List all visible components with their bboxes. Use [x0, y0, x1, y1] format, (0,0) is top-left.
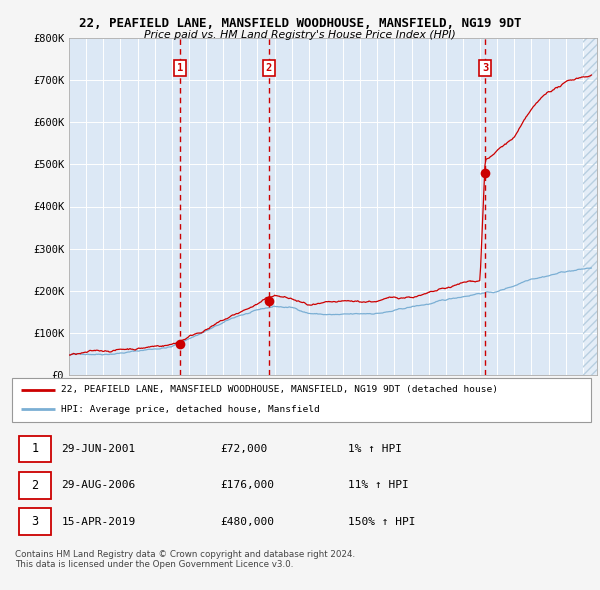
Text: 3: 3 — [482, 63, 488, 73]
Bar — [583, 38, 597, 375]
Text: £176,000: £176,000 — [220, 480, 274, 490]
Text: 22, PEAFIELD LANE, MANSFIELD WOODHOUSE, MANSFIELD, NG19 9DT (detached house): 22, PEAFIELD LANE, MANSFIELD WOODHOUSE, … — [61, 385, 498, 395]
Text: 1: 1 — [31, 442, 38, 455]
Text: 2: 2 — [31, 478, 38, 492]
Text: £72,000: £72,000 — [220, 444, 268, 454]
Text: 150% ↑ HPI: 150% ↑ HPI — [348, 517, 415, 526]
Text: 1: 1 — [177, 63, 184, 73]
Text: 22, PEAFIELD LANE, MANSFIELD WOODHOUSE, MANSFIELD, NG19 9DT: 22, PEAFIELD LANE, MANSFIELD WOODHOUSE, … — [79, 17, 521, 30]
Text: £480,000: £480,000 — [220, 517, 274, 526]
Text: 11% ↑ HPI: 11% ↑ HPI — [348, 480, 409, 490]
Text: 3: 3 — [31, 515, 38, 528]
FancyBboxPatch shape — [19, 435, 51, 463]
Text: HPI: Average price, detached house, Mansfield: HPI: Average price, detached house, Mans… — [61, 405, 320, 414]
Text: 2: 2 — [266, 63, 272, 73]
Text: 15-APR-2019: 15-APR-2019 — [61, 517, 136, 526]
Text: Contains HM Land Registry data © Crown copyright and database right 2024.
This d: Contains HM Land Registry data © Crown c… — [15, 550, 355, 569]
FancyBboxPatch shape — [19, 472, 51, 499]
Text: 29-AUG-2006: 29-AUG-2006 — [61, 480, 136, 490]
FancyBboxPatch shape — [12, 378, 591, 422]
Text: 29-JUN-2001: 29-JUN-2001 — [61, 444, 136, 454]
Text: 1% ↑ HPI: 1% ↑ HPI — [348, 444, 402, 454]
Text: Price paid vs. HM Land Registry's House Price Index (HPI): Price paid vs. HM Land Registry's House … — [144, 30, 456, 40]
FancyBboxPatch shape — [19, 508, 51, 535]
